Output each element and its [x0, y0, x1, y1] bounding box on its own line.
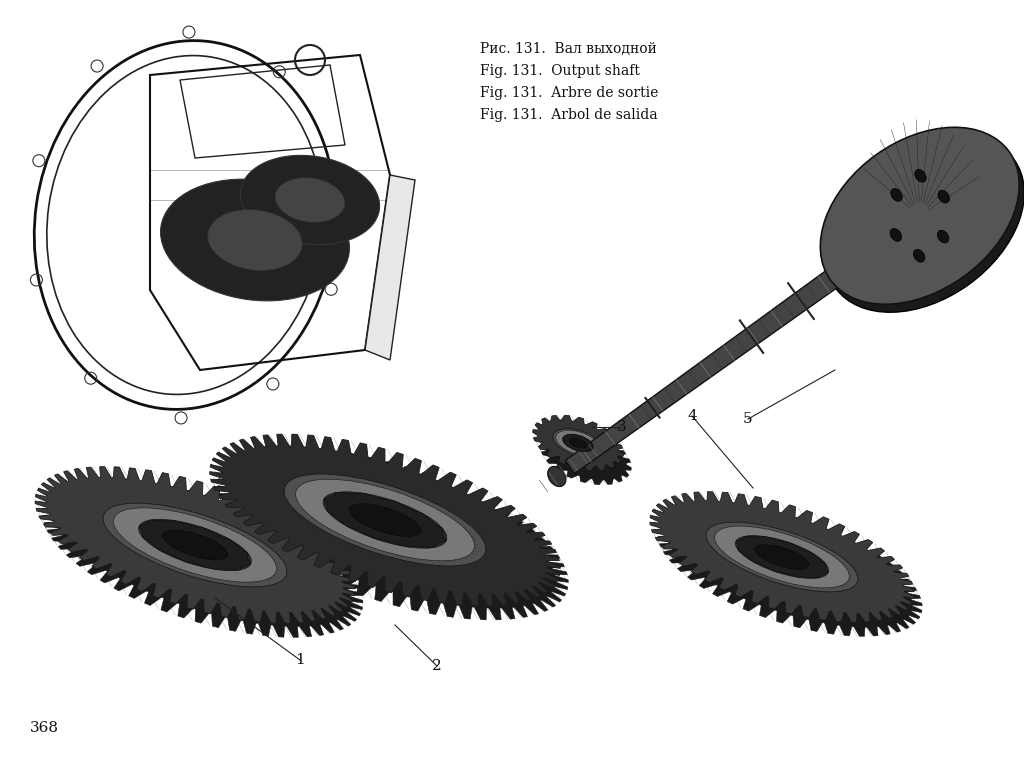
Ellipse shape [553, 429, 603, 457]
PathPatch shape [541, 430, 632, 485]
Ellipse shape [296, 479, 474, 561]
Ellipse shape [208, 210, 302, 270]
Ellipse shape [275, 178, 345, 222]
Ellipse shape [103, 503, 287, 587]
Ellipse shape [914, 169, 927, 182]
Ellipse shape [890, 229, 901, 241]
Ellipse shape [349, 504, 421, 536]
Text: Fig. 131.  Output shaft: Fig. 131. Output shaft [480, 64, 640, 78]
Ellipse shape [562, 434, 593, 452]
PathPatch shape [532, 415, 624, 471]
Ellipse shape [556, 430, 600, 456]
Ellipse shape [825, 135, 1024, 312]
Ellipse shape [755, 545, 809, 569]
Text: 368: 368 [30, 721, 59, 735]
PathPatch shape [210, 434, 560, 606]
Text: 1: 1 [295, 653, 305, 667]
PathPatch shape [657, 506, 923, 636]
Ellipse shape [938, 190, 949, 203]
Ellipse shape [163, 530, 227, 560]
Ellipse shape [114, 508, 276, 582]
Ellipse shape [707, 522, 858, 592]
Text: 4: 4 [687, 409, 697, 423]
Ellipse shape [285, 474, 485, 566]
Text: 3: 3 [617, 420, 627, 434]
Ellipse shape [715, 526, 849, 588]
Ellipse shape [138, 520, 251, 571]
Text: 2: 2 [432, 659, 442, 673]
Polygon shape [565, 221, 906, 474]
PathPatch shape [324, 492, 446, 548]
Text: Fig. 131.  Arbre de sortie: Fig. 131. Arbre de sortie [480, 86, 658, 100]
Ellipse shape [735, 536, 828, 578]
Ellipse shape [161, 179, 349, 301]
Ellipse shape [891, 188, 902, 201]
PathPatch shape [43, 481, 362, 637]
Text: Рис. 131.  Вал выходной: Рис. 131. Вал выходной [480, 42, 656, 56]
Ellipse shape [937, 230, 949, 243]
Text: Fig. 131.  Arbol de salida: Fig. 131. Arbol de salida [480, 108, 657, 122]
Ellipse shape [324, 492, 446, 548]
PathPatch shape [35, 467, 355, 623]
PathPatch shape [735, 536, 828, 578]
Ellipse shape [241, 156, 380, 245]
PathPatch shape [218, 448, 568, 620]
Ellipse shape [913, 250, 925, 262]
PathPatch shape [650, 491, 914, 623]
PathPatch shape [563, 434, 593, 452]
Polygon shape [365, 175, 415, 360]
PathPatch shape [139, 520, 251, 570]
Ellipse shape [820, 127, 1019, 304]
Ellipse shape [548, 466, 566, 487]
Ellipse shape [569, 438, 587, 448]
Text: 5: 5 [743, 412, 753, 426]
